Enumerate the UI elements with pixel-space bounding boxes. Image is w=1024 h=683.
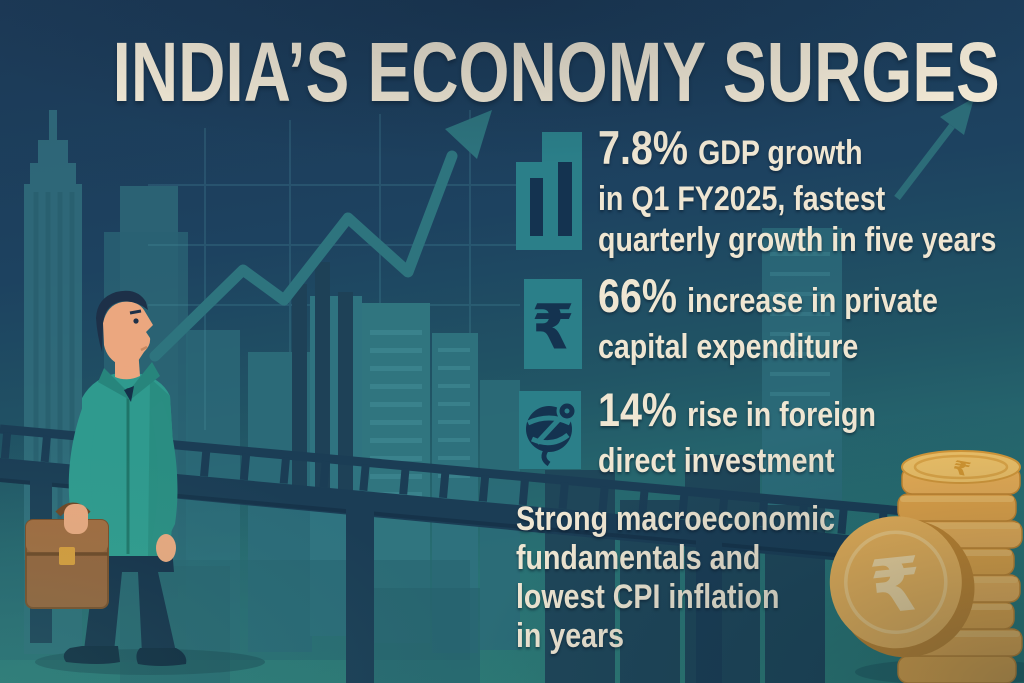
front-rupee-coin: ₹ bbox=[829, 516, 975, 658]
top-coin-rupee-glyph: ₹ bbox=[949, 457, 974, 481]
stat-fdi: 14% rise in foreign direct investment bbox=[598, 384, 876, 482]
globe-investment-icon bbox=[519, 391, 581, 469]
face bbox=[103, 301, 153, 367]
bar-chart-buildings-icon bbox=[516, 132, 582, 250]
hand bbox=[156, 534, 176, 562]
growth-line-arrow bbox=[149, 110, 492, 362]
bridge-pillar bbox=[346, 508, 374, 683]
stat-capital-expenditure: 66% increase in private capital expenditu… bbox=[598, 270, 938, 368]
stat-gdp-growth: 7.8% GDP growth in Q1 FY2025, fastest qua… bbox=[598, 122, 996, 261]
footnote-line: fundamentals and bbox=[516, 539, 761, 577]
footnote-line: Strong macroeconomic bbox=[516, 500, 835, 538]
collar bbox=[98, 362, 160, 400]
stat-value: 14% bbox=[598, 383, 678, 436]
bar-columns-silhouette bbox=[292, 262, 353, 494]
rupee-symbol-icon: ₹ bbox=[524, 279, 582, 369]
stat-lead-text: rise in foreign bbox=[687, 396, 876, 434]
stat-line: quarterly growth in five years bbox=[598, 221, 997, 259]
hair bbox=[96, 290, 148, 352]
stat-line: capital expenditure bbox=[598, 328, 859, 366]
rupee-coin-stack: ₹ ₹ bbox=[829, 450, 1024, 683]
svg-text:₹: ₹ bbox=[531, 291, 574, 364]
footnote-macro-fundamentals: Strong macroeconomic fundamentals and lo… bbox=[516, 500, 835, 656]
footnote-line: in years bbox=[516, 617, 624, 655]
arm bbox=[150, 400, 178, 548]
arm bbox=[68, 398, 102, 514]
stat-lead-text: GDP growth bbox=[698, 134, 863, 172]
footnote-line: lowest CPI inflation bbox=[516, 578, 780, 616]
shoe bbox=[136, 648, 187, 666]
briefcase bbox=[25, 502, 109, 609]
top-right-arrow-icon bbox=[894, 98, 974, 201]
briefcase-clasp bbox=[59, 547, 75, 565]
front-coin-rupee-glyph: ₹ bbox=[866, 541, 926, 632]
hand-on-handle bbox=[64, 504, 88, 534]
stat-line: 14% rise in foreign bbox=[598, 384, 876, 441]
page-title: INDIA’S ECONOMY SURGES bbox=[112, 25, 1000, 119]
eye bbox=[133, 318, 139, 324]
stat-line: 7.8% GDP growth bbox=[598, 122, 996, 179]
businessman-illustration bbox=[25, 290, 265, 675]
stat-line: 66% increase in private bbox=[598, 270, 938, 327]
bridge-pillar bbox=[696, 540, 722, 683]
arrowhead-icon bbox=[445, 110, 492, 159]
stat-line: in Q1 FY2025, fastest bbox=[598, 180, 886, 218]
stat-value: 7.8% bbox=[598, 121, 688, 174]
stat-line: direct investment bbox=[598, 442, 835, 480]
stat-lead-text: increase in private bbox=[687, 282, 938, 320]
collar-shadow bbox=[124, 386, 134, 402]
shoe bbox=[63, 646, 120, 664]
stat-value: 66% bbox=[598, 269, 678, 322]
city-skyline-right bbox=[762, 228, 842, 528]
